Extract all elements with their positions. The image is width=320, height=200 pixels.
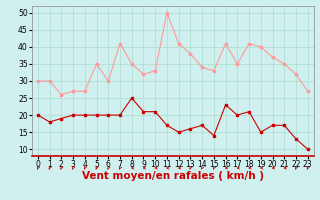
X-axis label: Vent moyen/en rafales ( km/h ): Vent moyen/en rafales ( km/h ): [82, 171, 264, 181]
